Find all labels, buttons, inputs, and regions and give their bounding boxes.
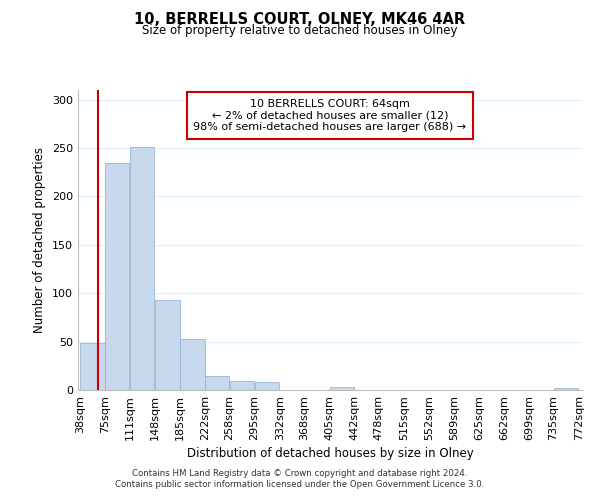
Bar: [180, 338, 205, 390]
Text: Contains public sector information licensed under the Open Government Licence 3.: Contains public sector information licen…: [115, 480, 485, 489]
Bar: [554, 388, 578, 390]
Bar: [230, 382, 254, 390]
Bar: [80, 342, 105, 390]
Bar: [106, 162, 130, 390]
Y-axis label: Number of detached properties: Number of detached properties: [34, 147, 46, 333]
Bar: [205, 376, 229, 390]
Bar: [155, 300, 179, 390]
Text: Size of property relative to detached houses in Olney: Size of property relative to detached ho…: [142, 24, 458, 37]
Text: 10 BERRELLS COURT: 64sqm
← 2% of detached houses are smaller (12)
98% of semi-de: 10 BERRELLS COURT: 64sqm ← 2% of detache…: [193, 99, 467, 132]
Bar: [255, 382, 280, 390]
Bar: [329, 387, 354, 390]
Text: Contains HM Land Registry data © Crown copyright and database right 2024.: Contains HM Land Registry data © Crown c…: [132, 468, 468, 477]
Bar: [130, 147, 154, 390]
Text: 10, BERRELLS COURT, OLNEY, MK46 4AR: 10, BERRELLS COURT, OLNEY, MK46 4AR: [134, 12, 466, 28]
X-axis label: Distribution of detached houses by size in Olney: Distribution of detached houses by size …: [187, 447, 473, 460]
